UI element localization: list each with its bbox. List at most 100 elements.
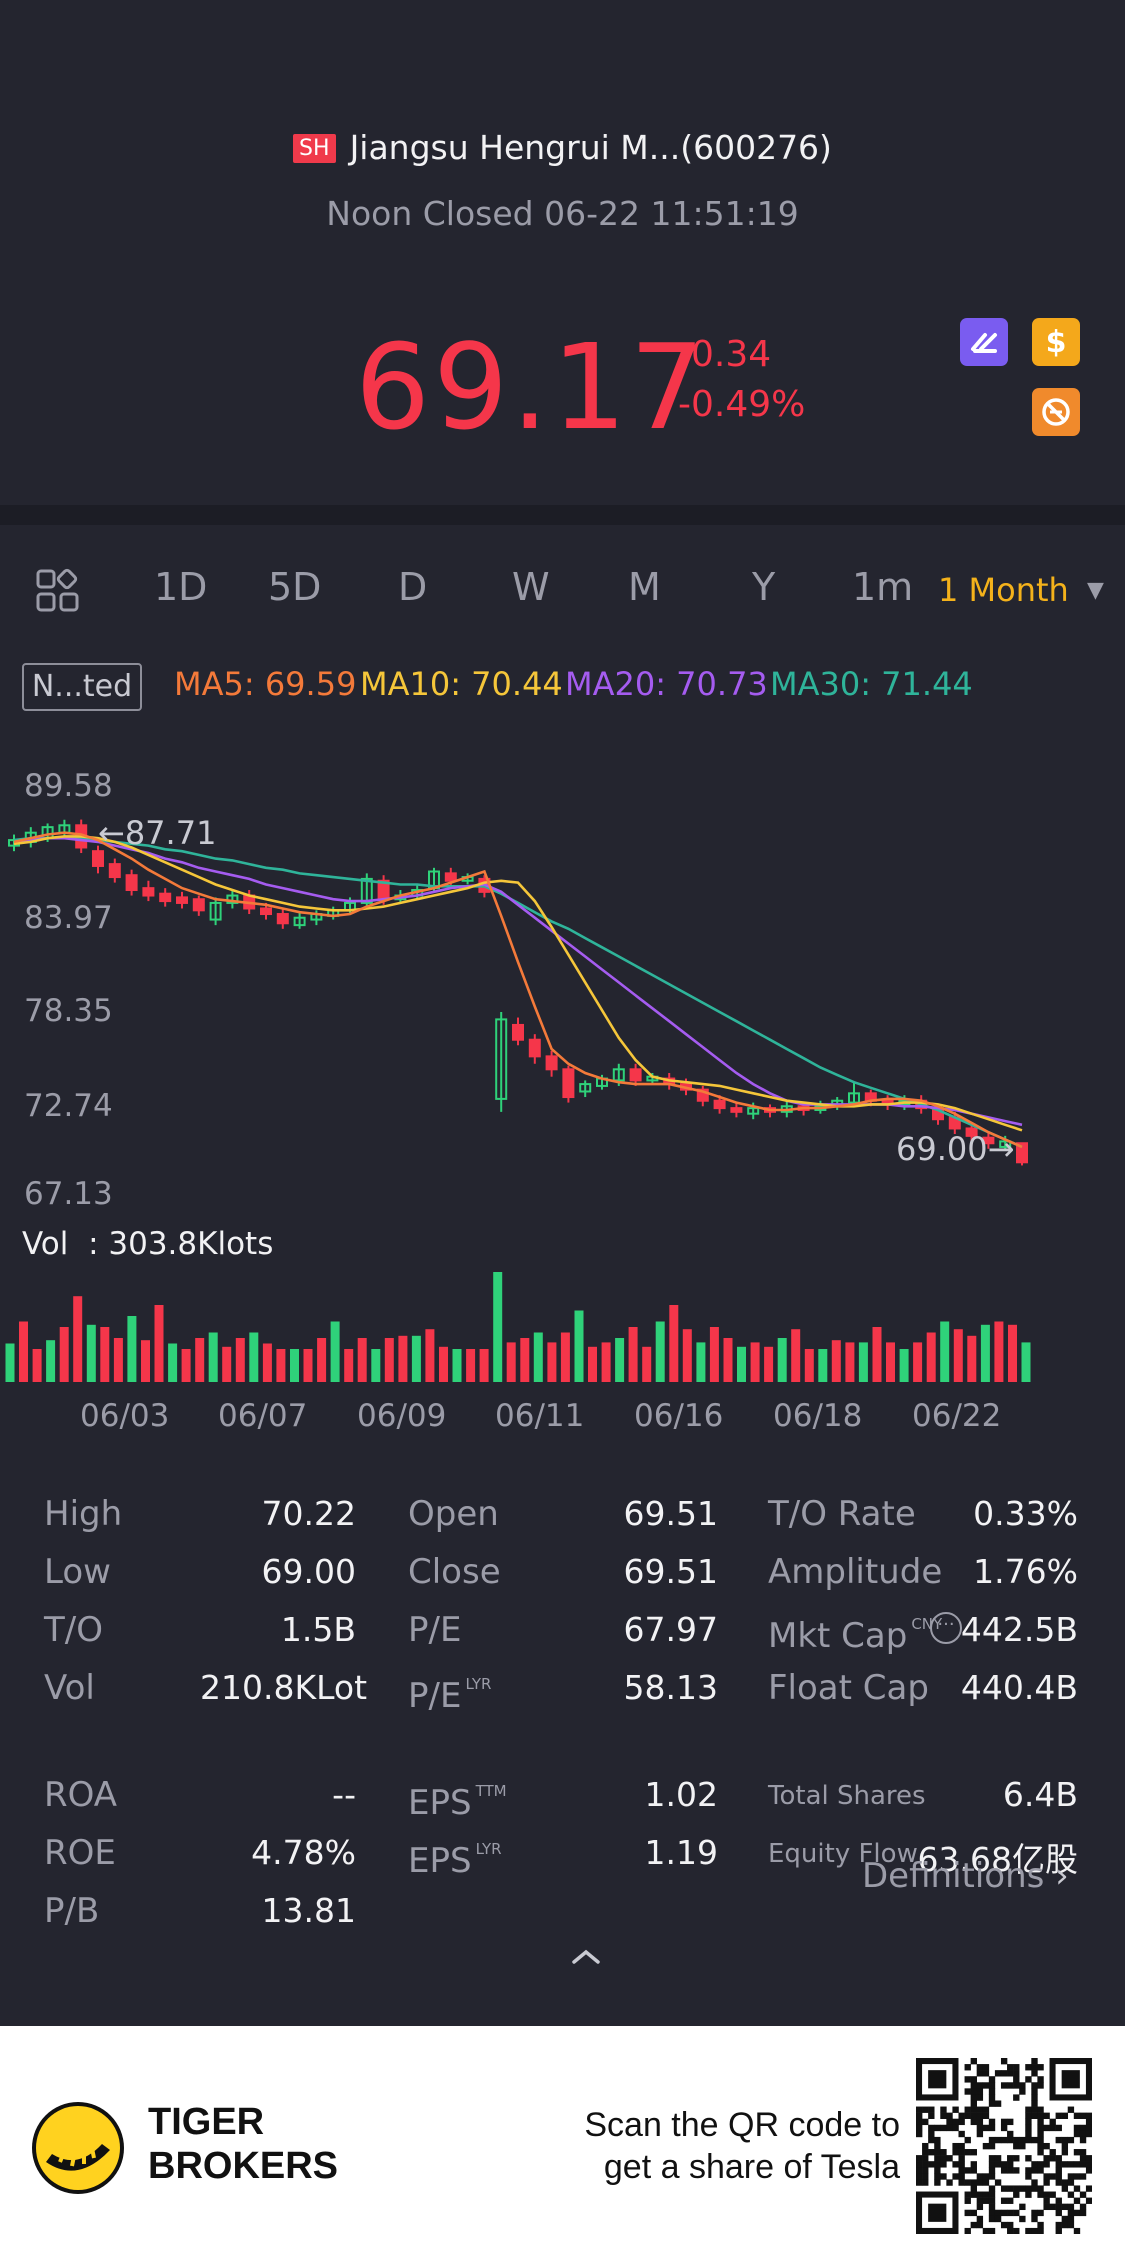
qr-module <box>970 2179 977 2186</box>
qr-module <box>934 2161 941 2168</box>
qr-module <box>1007 2136 1014 2144</box>
qr-module <box>988 2142 996 2150</box>
tab-5d[interactable]: 5D <box>268 565 322 609</box>
qr-module <box>1031 2064 1038 2071</box>
volume-bar <box>560 1332 570 1382</box>
stat-label-text: Close <box>408 1552 501 1592</box>
qr-code-icon[interactable] <box>916 2058 1092 2234</box>
qr-module <box>958 2173 965 2180</box>
stat-value: 442.5B <box>960 1610 1078 1649</box>
tab-week[interactable]: W <box>512 565 550 609</box>
volume-bar <box>520 1338 530 1382</box>
stock-name: Jiangsu Hengrui M...(600276) <box>349 128 832 167</box>
ma5-label: MA5: 69.59 <box>174 665 357 703</box>
zhang-le-icon[interactable] <box>960 318 1008 366</box>
qr-module <box>970 2209 977 2217</box>
qr-module <box>970 2112 977 2119</box>
qr-module <box>1037 2124 1044 2132</box>
definitions-link[interactable]: Definitions › <box>862 1856 1069 1896</box>
tiger-logo-icon <box>30 2100 126 2200</box>
qr-module <box>916 2161 923 2168</box>
volume-bar <box>831 1340 841 1382</box>
qr-module <box>952 2173 959 2180</box>
volume-bar <box>791 1329 801 1382</box>
stat-label: Amplitude <box>768 1552 942 1592</box>
qr-module <box>976 2070 984 2077</box>
tab-1d[interactable]: 1D <box>154 565 208 609</box>
qr-module <box>1055 2221 1062 2229</box>
tab-period-dropdown[interactable]: 1 Month ▼ <box>938 571 1104 609</box>
stock-title: SH Jiangsu Hengrui M...(600276) <box>0 128 1125 167</box>
tab-day[interactable]: D <box>398 565 428 609</box>
qr-module <box>970 2058 977 2065</box>
high-marker-value: 87.71 <box>124 814 217 852</box>
qr-module <box>1055 2173 1062 2180</box>
volume-bar <box>682 1329 692 1382</box>
adjust-toggle[interactable]: N...ted <box>22 663 142 711</box>
no-short-icon[interactable] <box>1032 388 1080 436</box>
qr-module <box>964 2088 971 2095</box>
qr-module <box>1079 2130 1087 2138</box>
qr-module <box>964 2076 971 2083</box>
stat-label-text: P/E <box>408 1676 462 1716</box>
stat-value: 0.33% <box>973 1494 1078 1533</box>
qr-module <box>940 2112 947 2119</box>
qr-module <box>994 2161 1002 2168</box>
y-tick-label: 83.97 <box>24 900 113 936</box>
candle-body <box>276 913 289 925</box>
stat-value: 210.8KLot <box>200 1668 368 1707</box>
qr-module <box>1043 2197 1050 2204</box>
qr-module <box>952 2142 959 2150</box>
qr-module <box>958 2130 965 2138</box>
y-tick-label: 78.35 <box>24 993 113 1029</box>
qr-module <box>982 2082 990 2089</box>
volume-bar <box>994 1321 1004 1382</box>
qr-module <box>1055 2161 1062 2168</box>
candle-body <box>176 896 188 904</box>
qr-module <box>1037 2082 1044 2089</box>
qr-module <box>1025 2130 1032 2138</box>
volume-bar <box>317 1338 327 1382</box>
info-icon[interactable]: ··· <box>930 1612 962 1644</box>
qr-module <box>970 2149 977 2156</box>
qr-module <box>958 2179 965 2186</box>
qr-module <box>988 2088 996 2095</box>
dollar-icon[interactable]: $ <box>1032 318 1080 366</box>
stat-value: 13.81 <box>261 1891 356 1930</box>
stat-label: Close <box>408 1552 501 1592</box>
price-change: -0.34 <box>678 334 772 375</box>
candle-body <box>260 907 272 916</box>
tab-month[interactable]: M <box>628 565 661 609</box>
qr-module <box>1043 2155 1050 2162</box>
qr-module <box>1073 2185 1081 2192</box>
tab-year[interactable]: Y <box>752 565 776 609</box>
qr-module <box>1013 2209 1020 2217</box>
qr-module <box>916 2124 923 2132</box>
volume-bar <box>886 1342 895 1382</box>
tab-1m[interactable]: 1m <box>852 565 914 609</box>
grid-icon[interactable] <box>34 567 82 624</box>
qr-module <box>1031 2215 1038 2223</box>
qr-module <box>1049 2173 1056 2180</box>
chevron-up-icon[interactable] <box>568 1944 604 1972</box>
qr-module <box>1085 2124 1092 2132</box>
qr-module <box>1037 2221 1044 2229</box>
stat-label: Total Shares <box>768 1781 926 1811</box>
qr-module <box>958 2167 965 2174</box>
qr-module <box>964 2112 971 2119</box>
qr-module <box>1031 2094 1038 2101</box>
volume-bar <box>764 1346 774 1382</box>
volume-bar <box>506 1342 516 1382</box>
qr-module <box>988 2155 996 2162</box>
qr-module <box>1043 2191 1050 2198</box>
qr-module <box>970 2185 977 2192</box>
volume-bar <box>290 1349 299 1382</box>
qr-module <box>976 2203 984 2211</box>
stat-value: -- <box>332 1775 356 1814</box>
qr-module <box>988 2167 996 2174</box>
qr-module <box>1025 2167 1032 2174</box>
candlestick-chart[interactable] <box>0 740 1125 1420</box>
qr-module <box>1000 2209 1008 2217</box>
volume-bar <box>46 1340 56 1382</box>
volume-bar <box>655 1321 665 1382</box>
